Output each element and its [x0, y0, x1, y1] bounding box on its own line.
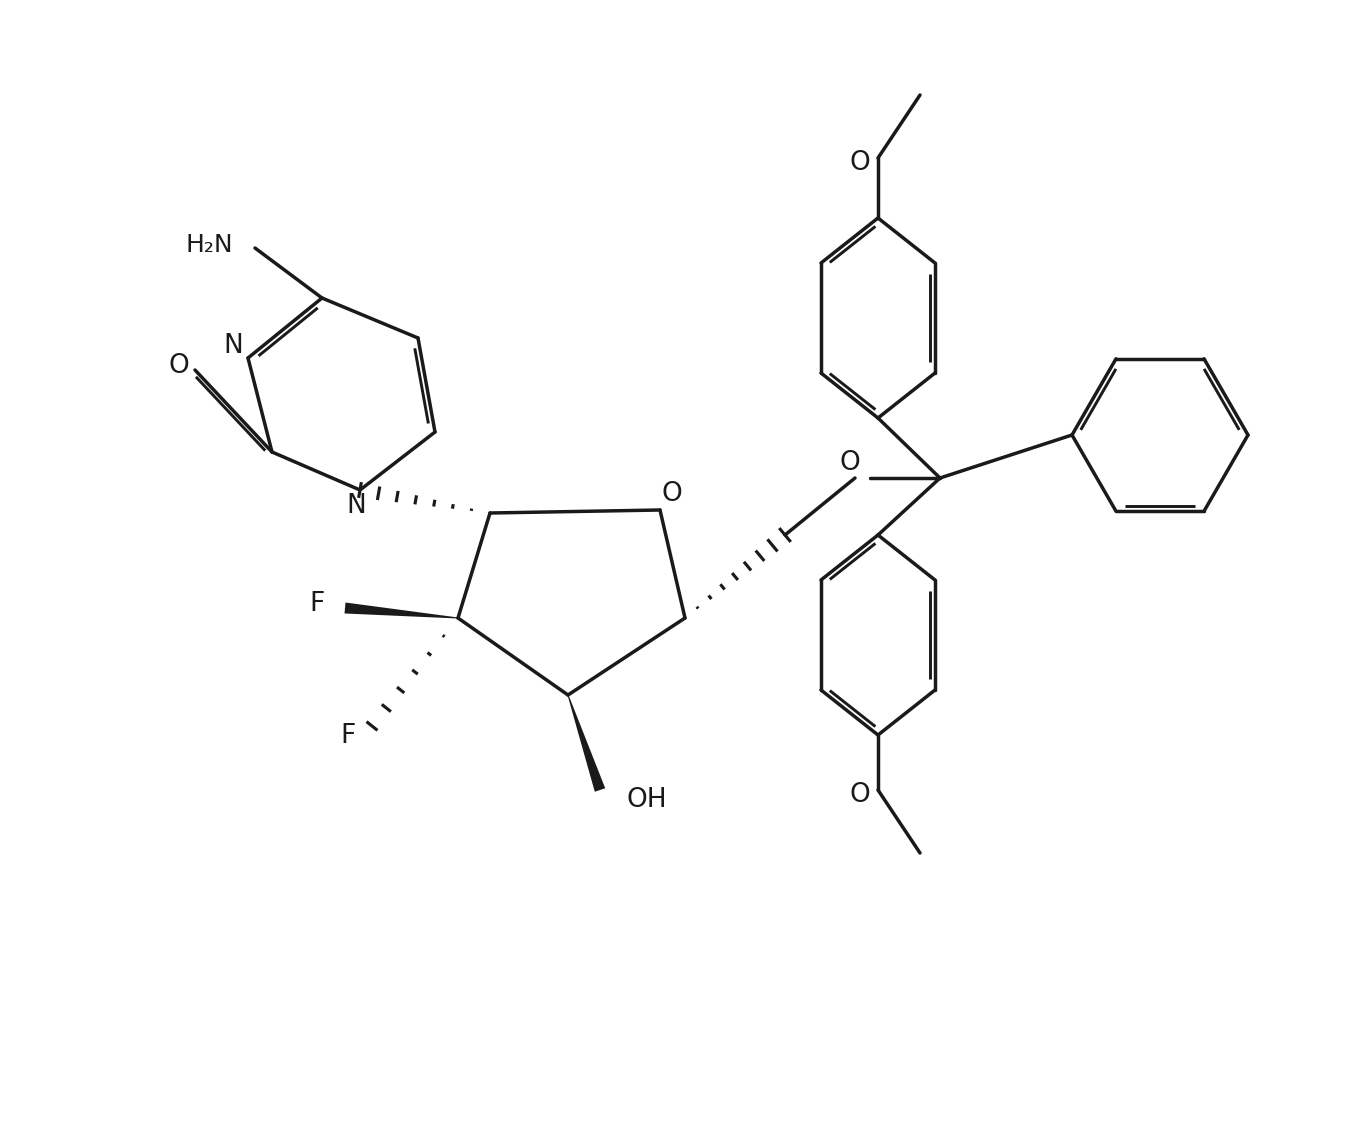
Polygon shape [567, 694, 605, 792]
Text: O: O [661, 481, 683, 507]
Text: F: F [310, 591, 325, 617]
Text: O: O [168, 353, 190, 379]
Polygon shape [344, 603, 458, 619]
Text: F: F [340, 723, 357, 749]
Text: OH: OH [626, 787, 667, 813]
Text: O: O [850, 782, 870, 808]
Text: O: O [850, 150, 870, 176]
Text: H₂N: H₂N [186, 233, 234, 257]
Text: N: N [223, 333, 243, 359]
Text: O: O [840, 450, 861, 476]
Text: N: N [346, 493, 366, 519]
